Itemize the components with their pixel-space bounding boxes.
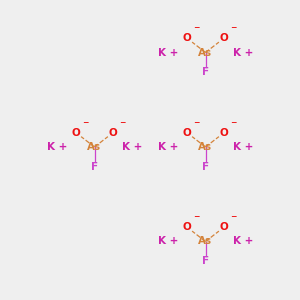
Text: −: − [193, 23, 199, 32]
Text: O: O [220, 222, 229, 232]
Text: K +: K + [233, 142, 253, 152]
Text: O: O [182, 128, 191, 138]
Text: As: As [198, 236, 213, 247]
Text: O: O [182, 222, 191, 232]
Text: −: − [193, 118, 199, 127]
Text: F: F [91, 161, 98, 172]
Text: K +: K + [233, 47, 253, 58]
Text: F: F [202, 161, 209, 172]
Text: K +: K + [233, 236, 253, 247]
Text: −: − [230, 118, 236, 127]
Text: −: − [230, 212, 236, 221]
Text: K +: K + [158, 236, 178, 247]
Text: K +: K + [158, 47, 178, 58]
Text: K +: K + [158, 142, 178, 152]
Text: −: − [193, 212, 199, 221]
Text: K +: K + [47, 142, 67, 152]
Text: −: − [230, 23, 236, 32]
Text: As: As [198, 142, 213, 152]
Text: O: O [182, 33, 191, 43]
Text: O: O [109, 128, 118, 138]
Text: O: O [220, 128, 229, 138]
Text: As: As [198, 47, 213, 58]
Text: As: As [87, 142, 102, 152]
Text: −: − [119, 118, 125, 127]
Text: F: F [202, 67, 209, 77]
Text: −: − [82, 118, 88, 127]
Text: O: O [220, 33, 229, 43]
Text: F: F [202, 256, 209, 266]
Text: O: O [71, 128, 80, 138]
Text: K +: K + [122, 142, 142, 152]
